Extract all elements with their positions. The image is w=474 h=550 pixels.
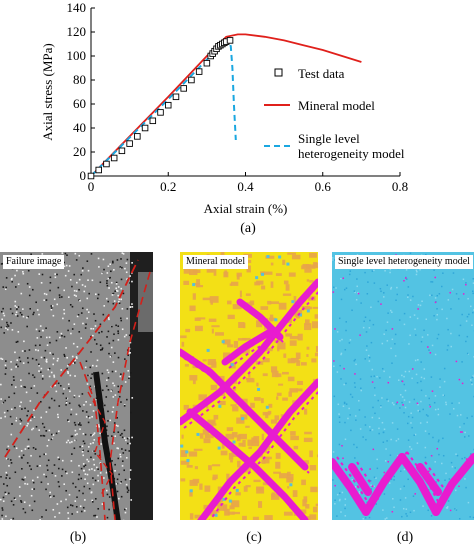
data-point-test	[141, 124, 149, 132]
y-tick-label: 80	[73, 72, 86, 87]
x-axis-label: Axial strain (%)	[204, 201, 288, 216]
legend-label-mineral-model: Mineral model	[298, 98, 375, 113]
y-tick-label: 120	[67, 24, 87, 39]
data-point-test	[164, 101, 172, 109]
y-tick-label: 20	[73, 144, 86, 159]
caption-c: (c)	[246, 530, 262, 545]
chart-legend: Test data Mineral model Single level hetero…	[264, 64, 405, 168]
series-line-single-level-heterogeneity-model	[90, 37, 237, 177]
data-point-test	[180, 85, 187, 92]
x-tick-label: 0.6	[315, 179, 332, 194]
x-tick-label: 0	[88, 179, 95, 194]
caption-d: (d)	[396, 530, 414, 545]
mineral-model-panel: Mineral model	[180, 252, 318, 520]
legend-label-single-level-heterogeneity-model: Single level heterogeneity model	[298, 131, 405, 161]
y-tick-label: 40	[73, 120, 86, 135]
y-tick-label: 60	[73, 96, 86, 111]
failure-image-panel: Failure image	[0, 252, 153, 520]
mineral-model-image	[180, 252, 318, 520]
data-point-test	[126, 140, 133, 147]
data-point-test	[95, 166, 102, 174]
data-point-test	[118, 147, 126, 155]
y-axis-label: Axial stress (MPa)	[40, 43, 55, 141]
x-tick-label: 0.4	[237, 179, 254, 194]
legend-box	[264, 64, 404, 168]
stress-strain-chart: 0 20 40 60 80 100 120 140 0 0.2 0.4 0.6 0.8 Axial str…	[40, 0, 408, 216]
legend-label-test-data: Test data	[298, 66, 345, 81]
x-tick-label: 0.8	[392, 179, 408, 194]
chart-axes: 0 20 40 60 80 100 120 140 0 0.2 0.4 0.6 0.8 Axial str…	[40, 0, 408, 216]
heterogeneity-model-label: Single level heterogeneity model	[335, 255, 473, 269]
data-point-test	[103, 160, 110, 168]
y-tick-label: 0	[80, 168, 87, 183]
data-point-test	[134, 133, 141, 140]
data-point-test	[157, 109, 164, 116]
data-point-test	[172, 93, 180, 101]
data-point-test	[110, 154, 118, 162]
failure-image-label: Failure image	[3, 255, 65, 269]
data-point-test	[195, 68, 203, 75]
data-point-test	[149, 117, 157, 125]
caption-b: (b)	[69, 530, 87, 545]
caption-a: (a)	[240, 221, 256, 236]
y-tick-label: 100	[67, 48, 87, 63]
series-line-mineral-model	[90, 33, 362, 177]
data-point-test	[203, 59, 211, 67]
x-tick-label: 0.2	[160, 179, 176, 194]
data-point-test	[188, 76, 195, 84]
heterogeneity-model-image	[332, 252, 474, 520]
y-tick-label: 140	[67, 0, 87, 15]
data-point-test	[87, 172, 95, 180]
chart-series	[87, 33, 362, 180]
heterogeneity-model-panel: Single level heterogeneity model	[332, 252, 474, 520]
failure-image	[0, 252, 153, 520]
data-point-test	[226, 37, 234, 44]
legend-marker-test-data	[274, 68, 283, 77]
mineral-model-label: Mineral model	[183, 255, 249, 269]
